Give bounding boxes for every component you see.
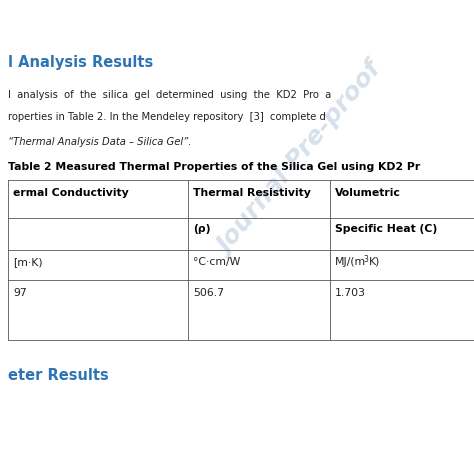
Text: roperties in Table 2. In the Mendeley repository  [3]  complete d: roperties in Table 2. In the Mendeley re… <box>8 112 326 122</box>
Text: Specific Heat (C): Specific Heat (C) <box>335 224 437 234</box>
Text: Journal Pre-proof: Journal Pre-proof <box>213 60 387 260</box>
Text: Volumetric: Volumetric <box>335 188 401 198</box>
Text: Thermal Resistivity: Thermal Resistivity <box>193 188 311 198</box>
Text: 1.703: 1.703 <box>335 288 366 298</box>
Text: 3: 3 <box>363 255 368 264</box>
Text: eter Results: eter Results <box>8 368 109 383</box>
Text: K): K) <box>369 257 380 267</box>
Text: “Thermal Analysis Data – Silica Gel”.: “Thermal Analysis Data – Silica Gel”. <box>8 137 191 147</box>
Text: l  analysis  of  the  silica  gel  determined  using  the  KD2  Pro  a: l analysis of the silica gel determined … <box>8 90 331 100</box>
Text: l Analysis Results: l Analysis Results <box>8 55 153 70</box>
Text: °C·cm/W: °C·cm/W <box>193 257 240 267</box>
Text: (ρ): (ρ) <box>193 224 210 234</box>
Text: Table 2 Measured Thermal Properties of the Silica Gel using KD2 Pr: Table 2 Measured Thermal Properties of t… <box>8 162 420 172</box>
Text: [m·K): [m·K) <box>13 257 43 267</box>
Text: 506.7: 506.7 <box>193 288 224 298</box>
Text: ermal Conductivity: ermal Conductivity <box>13 188 129 198</box>
Text: 97: 97 <box>13 288 27 298</box>
Text: MJ/(m: MJ/(m <box>335 257 366 267</box>
